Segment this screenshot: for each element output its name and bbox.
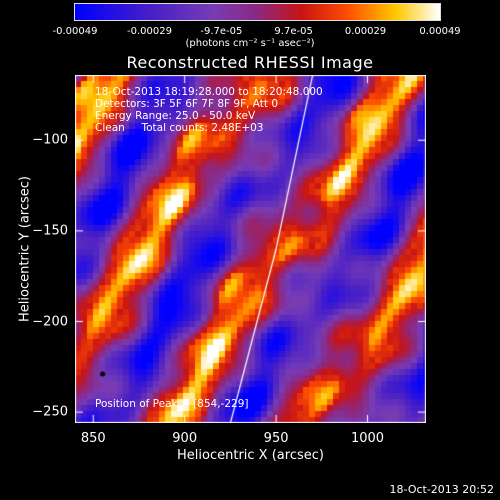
y-tick-label: −150 <box>32 223 68 239</box>
x-tick-label: 950 <box>263 431 289 446</box>
y-tick-label: −200 <box>32 314 68 329</box>
annotation-energy: Energy Range: 25.0 - 50.0 keV <box>95 110 256 122</box>
colorbar-tick-label: 0.00029 <box>344 26 387 37</box>
colorbar <box>74 3 441 21</box>
y-axis-label: Heliocentric Y (arcsec) <box>17 176 33 322</box>
y-tick-label: −250 <box>32 404 68 420</box>
annotation-clean: Clean Total counts: 2.48E+03 <box>95 122 264 134</box>
annotation-time-range: 18-Oct-2013 18:19:28.000 to 18:20:48.000 <box>95 86 323 98</box>
colorbar-tick-label: -9.7e-05 <box>200 26 243 37</box>
colorbar-tick-label: -0.00049 <box>52 26 98 37</box>
x-tick-label: 850 <box>80 431 106 446</box>
annotation-detectors: Detectors: 3F 5F 6F 7F 8F 9F, Att 0 <box>95 98 279 110</box>
x-tick-label: 900 <box>172 431 198 446</box>
annotation-peak-position: Position of Peak = [854,-229] <box>95 398 249 410</box>
colorbar-tick-label: -0.00029 <box>127 26 172 37</box>
chart-title: Reconstructed RHESSI Image <box>126 53 374 72</box>
colorbar-units: (photons cm⁻² s⁻¹ asec⁻²) <box>185 38 315 49</box>
colorbar-tick-label: 9.7e-05 <box>274 26 313 37</box>
x-axis-label: Heliocentric X (arcsec) <box>177 448 324 463</box>
colorbar-tick-label: 0.00049 <box>419 26 461 37</box>
x-tick-label: 1000 <box>350 431 385 446</box>
heatmap-plot <box>75 75 426 423</box>
footer-timestamp: 18-Oct-2013 20:52 <box>389 483 494 496</box>
y-tick-label: −100 <box>32 132 68 148</box>
